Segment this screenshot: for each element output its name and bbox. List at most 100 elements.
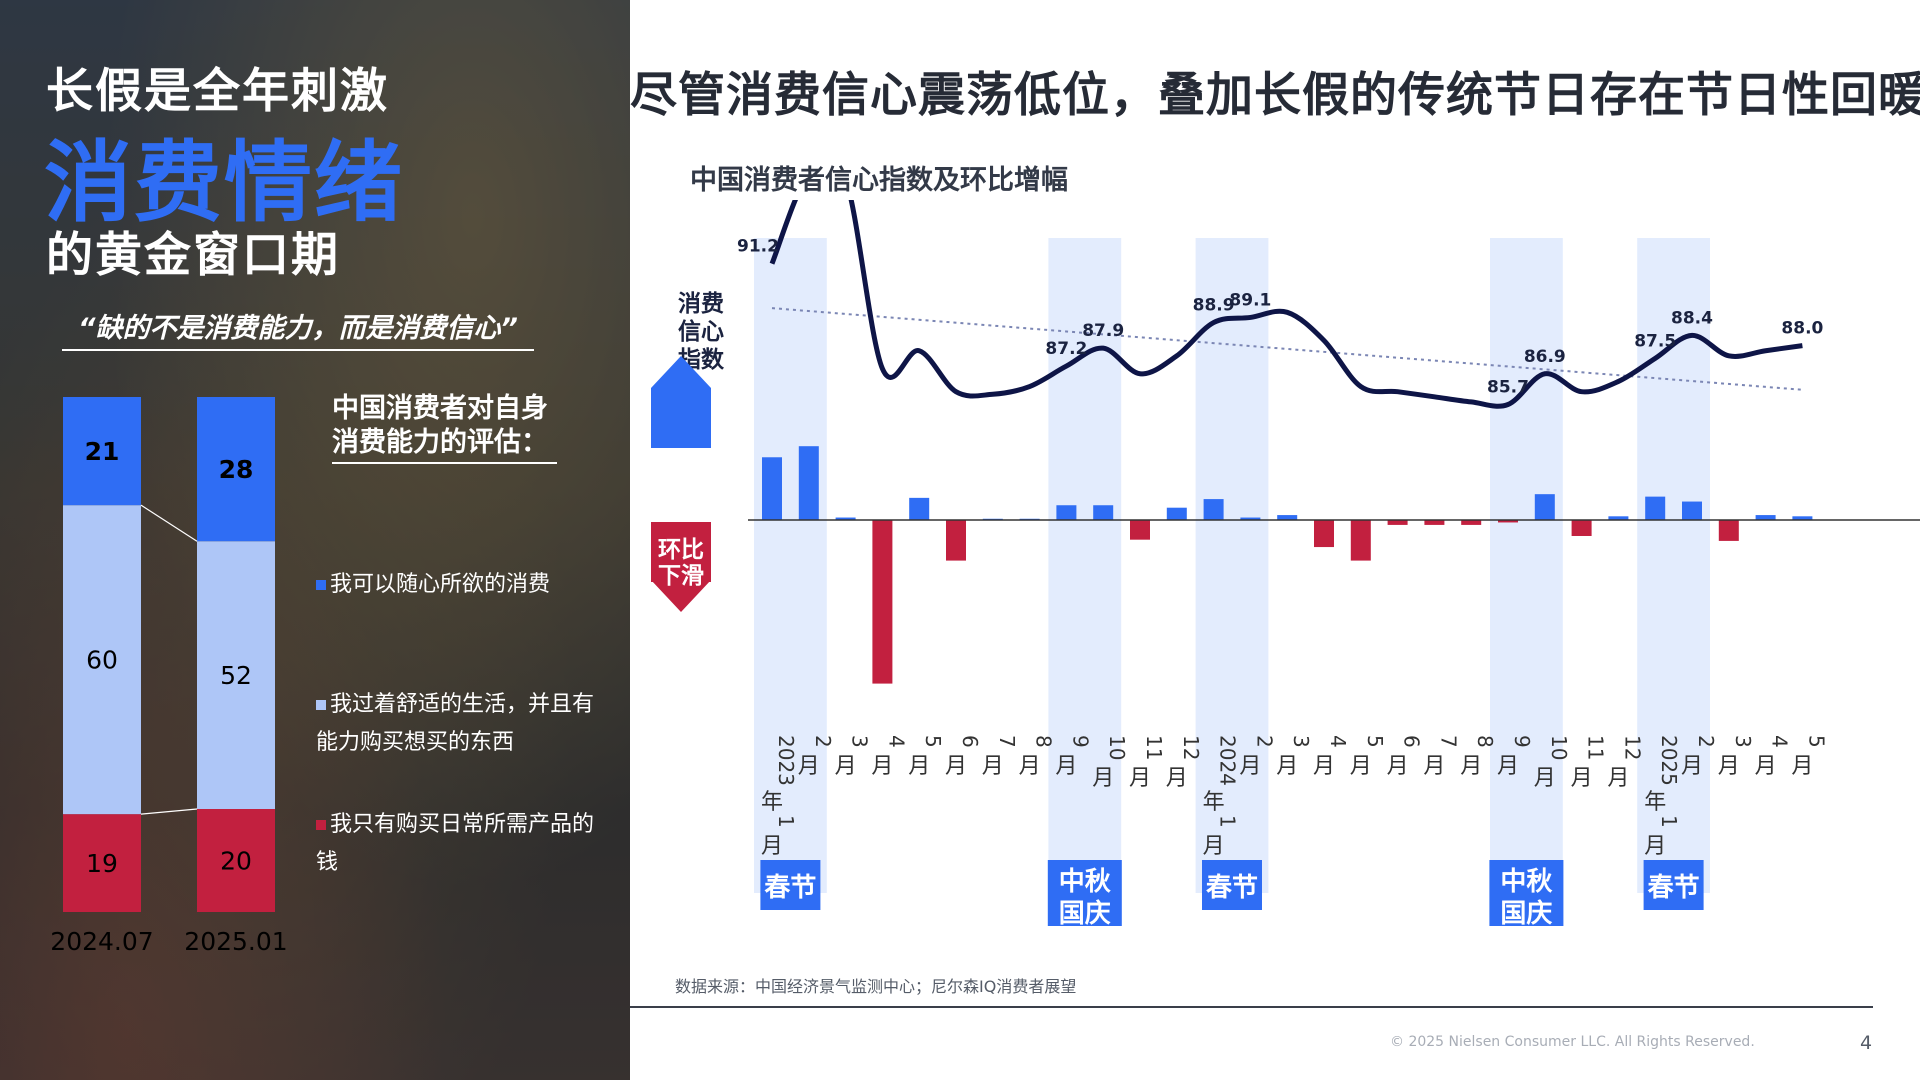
x-tick-part: 月 <box>835 754 857 779</box>
holiday-band <box>1490 238 1563 893</box>
holiday-tag <box>1489 860 1564 926</box>
x-tick-part: 月 <box>1387 754 1409 779</box>
holiday-label: 春节 <box>764 873 816 903</box>
x-tick-label: 9月 <box>1497 735 1534 779</box>
down-badge <box>651 522 711 612</box>
point-label: 91.2 <box>737 237 779 257</box>
x-tick-part: 8 <box>1032 735 1056 748</box>
change-bar <box>1130 520 1150 540</box>
x-tick-label: 5月 <box>908 735 945 779</box>
legend-swatch <box>316 700 326 710</box>
stack-segment <box>63 397 141 506</box>
x-tick-part: 3 <box>1289 735 1313 748</box>
x-tick-part: 月 <box>1423 754 1445 779</box>
x-tick-part: 6 <box>958 735 982 748</box>
segment-value-label: 52 <box>220 661 252 690</box>
legend-item-daily-needs: 我只有购买日常所需产品的钱 <box>316 806 606 882</box>
change-bar <box>1166 507 1187 520</box>
change-bar <box>1792 516 1813 520</box>
x-tick-part: 月 <box>1534 766 1556 791</box>
x-tick-part: 2025 <box>1657 735 1681 786</box>
x-tick-part: 月 <box>982 754 1004 779</box>
x-tick-part: 2 <box>811 735 835 748</box>
x-tick-label: 6月 <box>945 735 982 779</box>
change-bar <box>1718 520 1739 541</box>
point-label: 87.5 <box>1634 331 1676 351</box>
change-bar <box>946 520 966 561</box>
x-tick-label: 2024 年1 月 <box>1203 735 1240 859</box>
point-label: 88.9 <box>1193 296 1235 316</box>
change-bar <box>1387 520 1408 525</box>
x-tick-part: 月 <box>1166 766 1188 791</box>
x-tick-part: 4 <box>884 735 908 748</box>
point-label: 86.9 <box>1524 347 1566 367</box>
x-tick-label: 12 月 <box>1607 735 1644 791</box>
x-tick-part: 1 <box>1657 815 1681 828</box>
change-bar <box>1350 520 1371 561</box>
point-label: 89.1 <box>1229 290 1271 310</box>
x-tick-part: 月 <box>871 754 893 779</box>
holiday-label: 春节 <box>1648 873 1700 903</box>
x-tick-part: 月 <box>761 834 783 859</box>
change-bar <box>1571 520 1592 536</box>
x-tick-label: 2月 <box>1681 735 1718 779</box>
down-badge-shape <box>651 522 711 582</box>
page-number: 4 <box>1860 1032 1873 1054</box>
x-tick-label: 11 月 <box>1571 735 1608 791</box>
change-bar <box>762 457 782 520</box>
x-tick-part: 年 <box>1203 790 1225 815</box>
holiday-band <box>754 238 827 893</box>
segment-value-label: 19 <box>86 849 118 878</box>
x-tick-label: 2025 年1 月 <box>1644 735 1681 859</box>
y-axis-tag: 消费信心指数 <box>678 291 724 373</box>
chart-title: 中国消费者信心指数及环比增幅 <box>690 165 1068 196</box>
x-tick-part: 月 <box>1644 834 1666 859</box>
x-tick-part: 7 <box>995 735 1019 748</box>
segment-value-label: 21 <box>85 437 120 466</box>
change-bar <box>1755 515 1776 520</box>
quote: “缺的不是消费能力，而是消费信心” <box>62 306 534 351</box>
holiday-tag <box>1643 860 1704 910</box>
x-tick-label: 2023 年1 月 <box>761 735 798 859</box>
up-badge-label: 环比 <box>658 458 704 484</box>
change-bar <box>1056 505 1077 520</box>
footer-divider <box>630 1006 1873 1008</box>
x-tick-label: 2月 <box>798 735 835 779</box>
category-label: 2024.07 <box>50 927 153 956</box>
x-tick-label: 3月 <box>835 735 872 779</box>
legend-swatch <box>316 580 326 590</box>
x-tick-part: 月 <box>1239 754 1261 779</box>
x-tick-part: 12 <box>1179 735 1203 760</box>
change-bar <box>1277 515 1298 520</box>
down-badge-label: 环比 <box>658 537 704 563</box>
x-tick-label: 2月 <box>1239 735 1276 779</box>
x-tick-part: 月 <box>1313 754 1335 779</box>
x-tick-part: 5 <box>921 735 945 748</box>
copyright: © 2025 Nielsen Consumer LLC. All Rights … <box>1390 1034 1755 1050</box>
x-tick-part: 6 <box>1400 735 1424 748</box>
x-tick-label: 4月 <box>1755 735 1792 779</box>
x-tick-part: 11 <box>1142 735 1166 760</box>
x-tick-part: 月 <box>1755 754 1777 779</box>
holiday-label: 中秋 <box>1500 867 1553 897</box>
x-tick-part: 年 <box>1644 790 1666 815</box>
stack-segment <box>197 809 275 912</box>
point-label: 88.4 <box>1671 308 1713 328</box>
x-tick-part: 月 <box>798 754 820 779</box>
change-bar <box>1240 517 1261 520</box>
legend-swatch <box>316 820 326 830</box>
x-tick-part: 4 <box>1326 735 1350 748</box>
x-tick-label: 8月 <box>1019 735 1056 779</box>
x-tick-part: 4 <box>1768 735 1792 748</box>
confidence-line <box>769 200 1803 409</box>
x-tick-part: 2 <box>1694 735 1718 748</box>
legend-label: 我只有购买日常所需产品的钱 <box>316 812 595 875</box>
stack-segment <box>63 814 141 912</box>
up-badge <box>651 356 711 448</box>
x-tick-part: 1 <box>774 815 798 828</box>
page-title: 尽管消费信心震荡低位，叠加长假的传统节日存在节日性回暖 <box>630 68 1920 123</box>
confidence-chart: 春节中秋国庆春节中秋国庆春节环比上升环比下滑91.294.787.287.988… <box>651 200 1920 929</box>
up-badge-label: 上升 <box>658 485 704 511</box>
change-bar <box>1682 501 1702 520</box>
x-tick-part: 9 <box>1510 735 1534 748</box>
